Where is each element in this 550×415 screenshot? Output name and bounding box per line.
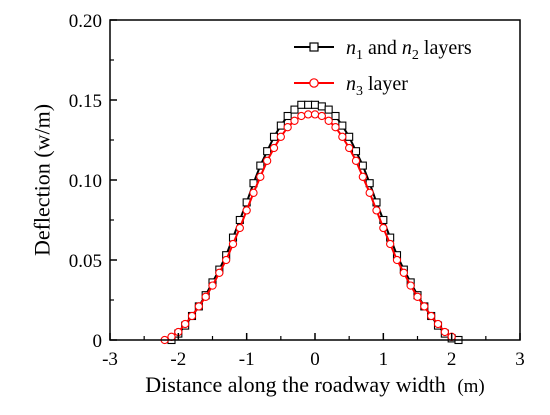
legend: n1 and n2 layers n3 layer — [294, 37, 472, 99]
x-tick-label: 3 — [515, 349, 525, 370]
axis-tick-labels: -3 -2 -1 0 1 2 3 0 0.05 0.10 0.15 0.20 — [69, 11, 525, 370]
legend-entry-2: n3 layer — [294, 73, 408, 99]
data-point — [324, 105, 333, 114]
data-point — [365, 188, 374, 197]
data-point — [242, 206, 251, 215]
data-point — [187, 311, 197, 321]
y-tick-label: 0 — [93, 331, 103, 352]
data-point — [194, 302, 203, 311]
series-line — [164, 113, 453, 341]
data-point — [304, 110, 313, 119]
data-point — [208, 281, 217, 290]
data-point — [427, 311, 436, 321]
data-point — [406, 281, 415, 290]
data-point — [338, 121, 347, 130]
data-point — [249, 188, 258, 197]
data-point — [256, 161, 265, 170]
plot-frame — [109, 19, 521, 341]
x-axis-title-text: Distance along the roadway width — [145, 372, 446, 397]
data-point — [345, 143, 354, 153]
legend-label: n3 layer — [346, 73, 408, 99]
data-point — [324, 116, 333, 125]
data-point — [228, 239, 238, 249]
data-point — [379, 223, 388, 233]
x-axis-title: Distance along the roadway width (m) — [145, 372, 485, 397]
data-point — [358, 172, 367, 181]
data-point — [420, 302, 429, 311]
x-tick-label: 0 — [310, 349, 320, 370]
x-tick-label: -3 — [102, 349, 118, 370]
data-point — [317, 111, 326, 121]
x-tick-label: -2 — [170, 349, 186, 370]
data-point — [276, 132, 285, 141]
data-point — [351, 147, 361, 156]
data-point — [331, 123, 340, 132]
data-point — [215, 268, 224, 277]
data-point — [269, 143, 279, 153]
y-tick-label: 0.05 — [69, 251, 102, 272]
data-point — [290, 116, 299, 125]
data-point — [433, 319, 443, 329]
y-axis-title: Deflection (w/m) — [30, 104, 55, 256]
data-point — [440, 327, 449, 337]
series-2 — [160, 110, 456, 345]
y-tick-label: 0.20 — [69, 11, 102, 32]
data-point — [304, 100, 313, 109]
data-point — [263, 147, 272, 156]
series-1 — [167, 100, 463, 345]
data-point — [317, 102, 326, 111]
data-point — [331, 111, 340, 121]
series-line — [170, 103, 459, 341]
data-point — [276, 121, 285, 130]
x-tick-label: 1 — [379, 349, 389, 370]
x-axis-title-unit: (m) — [457, 376, 484, 397]
y-tick-label: 0.15 — [69, 91, 102, 112]
data-point — [235, 223, 244, 233]
data-point — [181, 319, 190, 329]
data-point — [290, 105, 299, 114]
data-point — [283, 123, 292, 132]
data-point — [386, 239, 395, 249]
series-layer — [160, 100, 463, 345]
data-point — [372, 206, 381, 215]
data-point — [297, 100, 306, 109]
data-point — [201, 292, 210, 301]
legend-marker — [309, 78, 319, 88]
data-point — [283, 111, 292, 121]
data-point — [399, 268, 408, 277]
legend-marker — [309, 42, 319, 52]
data-point — [358, 161, 367, 170]
data-point — [392, 255, 402, 265]
data-point — [256, 172, 265, 181]
data-point — [222, 255, 231, 265]
data-point — [310, 110, 320, 119]
axis-ticks — [109, 19, 521, 341]
y-tick-label: 0.10 — [69, 171, 102, 192]
data-point — [351, 156, 361, 165]
legend-entry-1: n1 and n2 layers — [294, 37, 472, 63]
x-tick-label: 2 — [447, 349, 457, 370]
data-point — [297, 111, 306, 121]
data-point — [345, 132, 354, 141]
data-point — [338, 132, 347, 141]
data-point — [263, 156, 272, 165]
x-tick-label: -1 — [239, 349, 255, 370]
data-point — [413, 292, 422, 301]
data-point — [269, 132, 279, 141]
data-point — [310, 100, 320, 109]
legend-label: n1 and n2 layers — [346, 37, 472, 63]
